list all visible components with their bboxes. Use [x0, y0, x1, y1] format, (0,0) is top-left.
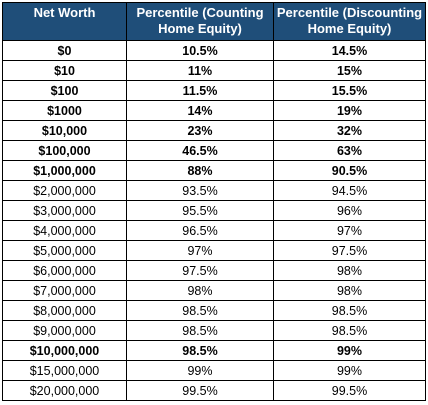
- cell-percentile-counting: 98.5%: [126, 340, 274, 361]
- table-row: $4,000,000 96.5% 97%: [2, 220, 426, 241]
- table-row: $0 10.5% 14.5%: [2, 40, 426, 61]
- cell-net-worth: $1,000,000: [2, 160, 127, 181]
- table-row: $3,000,000 95.5% 96%: [2, 200, 426, 221]
- cell-net-worth: $6,000,000: [2, 260, 127, 281]
- cell-percentile-discounting: 63%: [273, 140, 426, 161]
- table-row: $10,000 23% 32%: [2, 120, 426, 141]
- cell-net-worth: $10,000: [2, 120, 127, 141]
- table-row: $2,000,000 93.5% 94.5%: [2, 180, 426, 201]
- table-row: $20,000,000 99.5% 99.5%: [2, 380, 426, 401]
- cell-percentile-discounting: 94.5%: [273, 180, 426, 201]
- cell-net-worth: $4,000,000: [2, 220, 127, 241]
- cell-percentile-counting: 97.5%: [126, 260, 274, 281]
- cell-net-worth: $7,000,000: [2, 280, 127, 301]
- table-body: $0 10.5% 14.5% $10 11% 15% $100 11.5% 15.5% $1000…: [2, 40, 426, 401]
- net-worth-percentile-table: Net Worth Percentile (Counting Home Equi…: [2, 2, 426, 401]
- cell-net-worth: $0: [2, 40, 127, 61]
- net-worth-table-container: Net Worth Percentile (Counting Home Equi…: [2, 2, 426, 401]
- cell-net-worth: $8,000,000: [2, 300, 127, 321]
- table-header-row: Net Worth Percentile (Counting Home Equi…: [2, 2, 426, 41]
- cell-percentile-discounting: 32%: [273, 120, 426, 141]
- cell-percentile-discounting: 97.5%: [273, 240, 426, 261]
- cell-percentile-discounting: 99.5%: [273, 380, 426, 401]
- cell-percentile-discounting: 90.5%: [273, 160, 426, 181]
- cell-net-worth: $1000: [2, 100, 127, 121]
- table-row: $10 11% 15%: [2, 60, 426, 81]
- cell-percentile-discounting: 96%: [273, 200, 426, 221]
- cell-net-worth: $2,000,000: [2, 180, 127, 201]
- cell-percentile-counting: 11.5%: [126, 80, 274, 101]
- table-row: $7,000,000 98% 98%: [2, 280, 426, 301]
- cell-percentile-counting: 99%: [126, 360, 274, 381]
- table-row: $100,000 46.5% 63%: [2, 140, 426, 161]
- table-row: $1000 14% 19%: [2, 100, 426, 121]
- cell-percentile-counting: 46.5%: [126, 140, 274, 161]
- cell-percentile-counting: 96.5%: [126, 220, 274, 241]
- cell-net-worth: $100,000: [2, 140, 127, 161]
- table-row: $15,000,000 99% 99%: [2, 360, 426, 381]
- table-row: $10,000,000 98.5% 99%: [2, 340, 426, 361]
- cell-percentile-discounting: 19%: [273, 100, 426, 121]
- cell-percentile-discounting: 97%: [273, 220, 426, 241]
- cell-percentile-counting: 88%: [126, 160, 274, 181]
- cell-percentile-discounting: 14.5%: [273, 40, 426, 61]
- cell-percentile-discounting: 99%: [273, 340, 426, 361]
- table-row: $9,000,000 98.5% 98.5%: [2, 320, 426, 341]
- cell-net-worth: $20,000,000: [2, 380, 127, 401]
- cell-percentile-counting: 14%: [126, 100, 274, 121]
- table-row: $5,000,000 97% 97.5%: [2, 240, 426, 261]
- table-row: $1,000,000 88% 90.5%: [2, 160, 426, 181]
- cell-net-worth: $3,000,000: [2, 200, 127, 221]
- cell-percentile-counting: 11%: [126, 60, 274, 81]
- cell-percentile-counting: 97%: [126, 240, 274, 261]
- cell-percentile-counting: 10.5%: [126, 40, 274, 61]
- cell-percentile-counting: 98%: [126, 280, 274, 301]
- cell-percentile-counting: 98.5%: [126, 320, 274, 341]
- table-row: $100 11.5% 15.5%: [2, 80, 426, 101]
- cell-percentile-discounting: 15%: [273, 60, 426, 81]
- cell-net-worth: $100: [2, 80, 127, 101]
- table-row: $6,000,000 97.5% 98%: [2, 260, 426, 281]
- header-percentile-counting: Percentile (Counting Home Equity): [126, 2, 274, 41]
- table-row: $8,000,000 98.5% 98.5%: [2, 300, 426, 321]
- cell-percentile-counting: 23%: [126, 120, 274, 141]
- cell-percentile-discounting: 98.5%: [273, 300, 426, 321]
- header-net-worth: Net Worth: [2, 2, 127, 41]
- cell-percentile-counting: 98.5%: [126, 300, 274, 321]
- cell-percentile-discounting: 98%: [273, 260, 426, 281]
- cell-net-worth: $10,000,000: [2, 340, 127, 361]
- cell-net-worth: $15,000,000: [2, 360, 127, 381]
- cell-percentile-counting: 99.5%: [126, 380, 274, 401]
- cell-percentile-counting: 95.5%: [126, 200, 274, 221]
- cell-percentile-discounting: 98%: [273, 280, 426, 301]
- cell-percentile-counting: 93.5%: [126, 180, 274, 201]
- cell-net-worth: $5,000,000: [2, 240, 127, 261]
- cell-net-worth: $9,000,000: [2, 320, 127, 341]
- cell-percentile-discounting: 15.5%: [273, 80, 426, 101]
- cell-net-worth: $10: [2, 60, 127, 81]
- cell-percentile-discounting: 98.5%: [273, 320, 426, 341]
- header-percentile-discounting: Percentile (Discounting Home Equity): [273, 2, 426, 41]
- cell-percentile-discounting: 99%: [273, 360, 426, 381]
